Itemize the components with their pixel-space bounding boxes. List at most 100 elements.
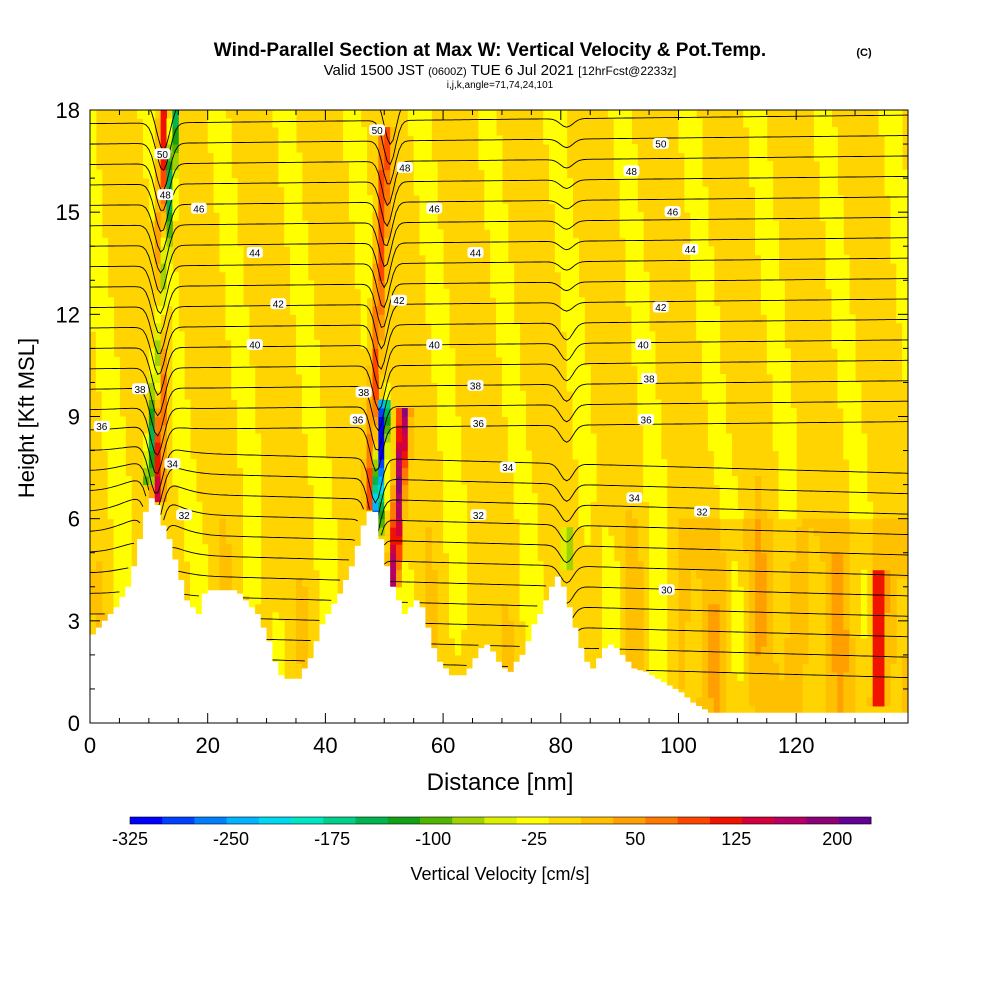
- velocity-cell: [348, 110, 356, 120]
- velocity-cell: [831, 578, 838, 588]
- velocity-cell: [766, 527, 774, 537]
- velocity-cell: [360, 169, 368, 179]
- velocity-cell: [778, 476, 785, 486]
- velocity-cell: [690, 561, 697, 571]
- velocity-cell: [855, 476, 862, 486]
- velocity-cell: [625, 288, 632, 298]
- velocity-cell: [678, 578, 685, 588]
- velocity-cell: [707, 569, 715, 579]
- velocity-cell: [437, 365, 444, 375]
- velocity-cell: [313, 348, 321, 358]
- velocity-cell: [713, 646, 721, 656]
- colorbar-swatch: [548, 817, 582, 824]
- velocity-cell: [219, 186, 226, 196]
- velocity-cell: [437, 280, 444, 290]
- velocity-cell: [313, 561, 321, 571]
- velocity-cell: [525, 603, 532, 613]
- velocity-cell: [231, 280, 238, 290]
- velocity-cell: [643, 382, 650, 392]
- velocity-cell: [360, 237, 368, 247]
- velocity-cell: [372, 348, 379, 358]
- section-indices: i,j,k,angle=71,74,24,101: [447, 80, 554, 91]
- velocity-cell: [178, 459, 185, 469]
- velocity-cell: [560, 127, 568, 137]
- velocity-cell: [231, 237, 238, 247]
- velocity-cell: [243, 501, 250, 511]
- velocity-cell: [843, 544, 850, 554]
- velocity-cell: [831, 178, 838, 188]
- velocity-cell: [325, 476, 332, 486]
- velocity-cell: [843, 535, 850, 545]
- theta-contour-label: 36: [470, 417, 487, 430]
- velocity-cell: [172, 144, 179, 154]
- velocity-cell: [890, 127, 897, 137]
- velocity-cell: [307, 288, 315, 298]
- velocity-cell: [448, 569, 456, 579]
- velocity-cell: [584, 484, 591, 494]
- velocity-cell: [849, 484, 856, 494]
- velocity-cell: [319, 518, 326, 528]
- velocity-cell: [448, 501, 456, 511]
- velocity-cell: [572, 297, 579, 307]
- velocity-cell: [90, 144, 97, 154]
- velocity-cell: [660, 527, 668, 537]
- velocity-cell: [772, 280, 780, 290]
- velocity-cell: [849, 348, 856, 358]
- velocity-cell: [190, 510, 197, 520]
- velocity-cell: [849, 493, 856, 503]
- velocity-cell: [766, 705, 774, 715]
- theta-label-box: [190, 202, 207, 214]
- velocity-cell: [443, 407, 450, 417]
- velocity-cell: [796, 603, 803, 613]
- velocity-cell: [837, 390, 844, 400]
- velocity-cell: [643, 288, 650, 298]
- velocity-cell: [354, 186, 362, 196]
- velocity-cell: [278, 663, 285, 673]
- velocity-cell: [719, 501, 727, 511]
- velocity-cell: [354, 135, 362, 145]
- velocity-cell: [713, 476, 721, 486]
- velocity-cell: [348, 144, 356, 154]
- velocity-cell: [784, 501, 791, 511]
- velocity-cell: [766, 595, 774, 605]
- theta-label-text: 38: [644, 375, 656, 386]
- velocity-cell: [778, 688, 785, 698]
- velocity-cell: [643, 450, 650, 460]
- velocity-cell: [90, 280, 97, 290]
- velocity-cell: [584, 407, 591, 417]
- velocity-cell: [690, 203, 697, 213]
- velocity-cell: [396, 484, 403, 494]
- velocity-cell: [272, 646, 279, 656]
- velocity-cell: [654, 476, 662, 486]
- velocity-cell: [549, 169, 556, 179]
- velocity-cell: [248, 382, 256, 392]
- velocity-cell: [448, 552, 456, 562]
- velocity-cell: [490, 229, 497, 239]
- velocity-cell: [849, 450, 856, 460]
- velocity-cell: [749, 620, 756, 630]
- velocity-cell: [513, 356, 521, 366]
- chart-title: Wind-Parallel Section at Max W: Vertical…: [214, 40, 766, 61]
- velocity-cell: [372, 331, 379, 341]
- velocity-cell: [448, 382, 456, 392]
- velocity-cell: [754, 195, 762, 205]
- velocity-cell: [243, 442, 250, 452]
- velocity-cell: [154, 407, 162, 417]
- velocity-cell: [384, 186, 391, 196]
- velocity-cell: [713, 535, 721, 545]
- velocity-cell: [213, 203, 220, 213]
- velocity-cell: [637, 373, 644, 383]
- velocity-cell: [878, 569, 885, 579]
- velocity-cell: [749, 178, 756, 188]
- velocity-cell: [707, 697, 715, 707]
- velocity-cell: [796, 663, 803, 673]
- velocity-cell: [248, 535, 256, 545]
- velocity-cell: [719, 612, 727, 622]
- velocity-cell: [366, 501, 373, 511]
- velocity-cell: [560, 237, 568, 247]
- velocity-cell: [872, 527, 880, 537]
- velocity-cell: [719, 459, 727, 469]
- velocity-cell: [301, 271, 309, 281]
- velocity-cell: [496, 203, 503, 213]
- velocity-cell: [772, 382, 780, 392]
